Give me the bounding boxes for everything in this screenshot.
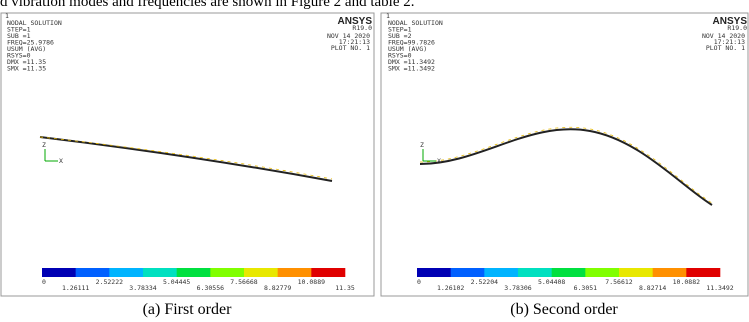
legend-label: 5.04408 <box>538 278 565 286</box>
plot-number: PLOT NO. 1 <box>331 44 370 52</box>
legend-label: 0 <box>42 278 46 286</box>
legend-swatch <box>109 268 143 277</box>
solution-info: SMX =11.3492 <box>388 65 435 73</box>
legend-label: 11.3492 <box>706 284 733 292</box>
legend-swatch <box>311 268 345 277</box>
legend-swatch <box>210 268 244 277</box>
legend-swatch <box>585 268 619 277</box>
legend-label: 7.56612 <box>605 278 632 286</box>
legend-swatch <box>518 268 552 277</box>
panel-frame <box>381 13 748 296</box>
axis-x-label: X <box>59 157 63 165</box>
axis-z-label: Z <box>42 141 46 149</box>
intro-text: d vibration modes and frequencies are sh… <box>0 0 414 10</box>
legend-label: 1.26102 <box>437 284 464 292</box>
ansys-version: R19.0 <box>727 24 747 32</box>
legend-label: 8.82714 <box>639 284 666 292</box>
ansys-version: R19.0 <box>352 24 372 32</box>
legend-swatch <box>42 268 76 277</box>
legend-label: 3.78334 <box>129 284 156 292</box>
legend-label: 0 <box>417 278 421 286</box>
axis-z-label: Z <box>420 141 424 149</box>
legend-swatch <box>143 268 177 277</box>
solution-info: SMX =11.35 <box>7 65 46 73</box>
legend-label: 6.3051 <box>574 284 598 292</box>
legend-label: 5.04445 <box>163 278 190 286</box>
legend-swatch <box>451 268 485 277</box>
legend-swatch <box>619 268 653 277</box>
plot-number: PLOT NO. 1 <box>706 44 745 52</box>
legend-label: 2.52204 <box>471 278 498 286</box>
legend-swatch <box>484 268 518 277</box>
legend-swatch <box>653 268 687 277</box>
legend-label: 7.56668 <box>230 278 257 286</box>
legend-swatch <box>76 268 110 277</box>
legend-swatch <box>244 268 278 277</box>
legend-swatch <box>177 268 211 277</box>
figure: d vibration modes and frequencies are sh… <box>0 0 749 322</box>
caption: (a) First order <box>143 301 233 318</box>
legend-label: 8.82779 <box>264 284 291 292</box>
legend-swatch <box>552 268 586 277</box>
legend-label: 10.0889 <box>298 278 325 286</box>
axis-x-label: X <box>437 157 441 165</box>
legend-label: 11.35 <box>335 284 355 292</box>
legend-swatch <box>686 268 720 277</box>
panel-frame <box>1 13 374 296</box>
legend-label: 2.52222 <box>96 278 123 286</box>
legend-swatch <box>278 268 312 277</box>
legend-swatch <box>417 268 451 277</box>
legend-label: 3.78306 <box>504 284 531 292</box>
legend-label: 6.30556 <box>197 284 224 292</box>
legend-label: 1.26111 <box>62 284 89 292</box>
caption: (b) Second order <box>510 301 618 318</box>
legend-label: 10.0882 <box>673 278 700 286</box>
